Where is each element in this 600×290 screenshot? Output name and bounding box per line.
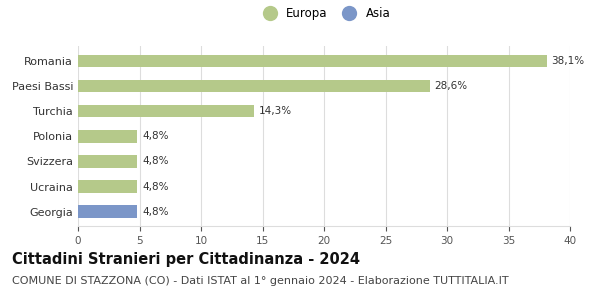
Text: COMUNE DI STAZZONA (CO) - Dati ISTAT al 1° gennaio 2024 - Elaborazione TUTTITALI: COMUNE DI STAZZONA (CO) - Dati ISTAT al …	[12, 276, 509, 285]
Text: 4,8%: 4,8%	[142, 131, 169, 141]
Bar	[78, 155, 137, 168]
Bar	[78, 105, 254, 117]
Bar	[78, 80, 430, 92]
Text: 4,8%: 4,8%	[142, 156, 169, 166]
Text: 28,6%: 28,6%	[435, 81, 468, 91]
Bar	[78, 55, 547, 67]
Text: 4,8%: 4,8%	[142, 207, 169, 217]
Bar	[78, 180, 137, 193]
Text: 38,1%: 38,1%	[551, 56, 584, 66]
Bar	[78, 205, 137, 218]
Text: 4,8%: 4,8%	[142, 182, 169, 192]
Text: Cittadini Stranieri per Cittadinanza - 2024: Cittadini Stranieri per Cittadinanza - 2…	[12, 252, 360, 267]
Text: 14,3%: 14,3%	[259, 106, 292, 116]
Legend: Europa, Asia: Europa, Asia	[253, 2, 395, 24]
Bar	[78, 130, 137, 143]
